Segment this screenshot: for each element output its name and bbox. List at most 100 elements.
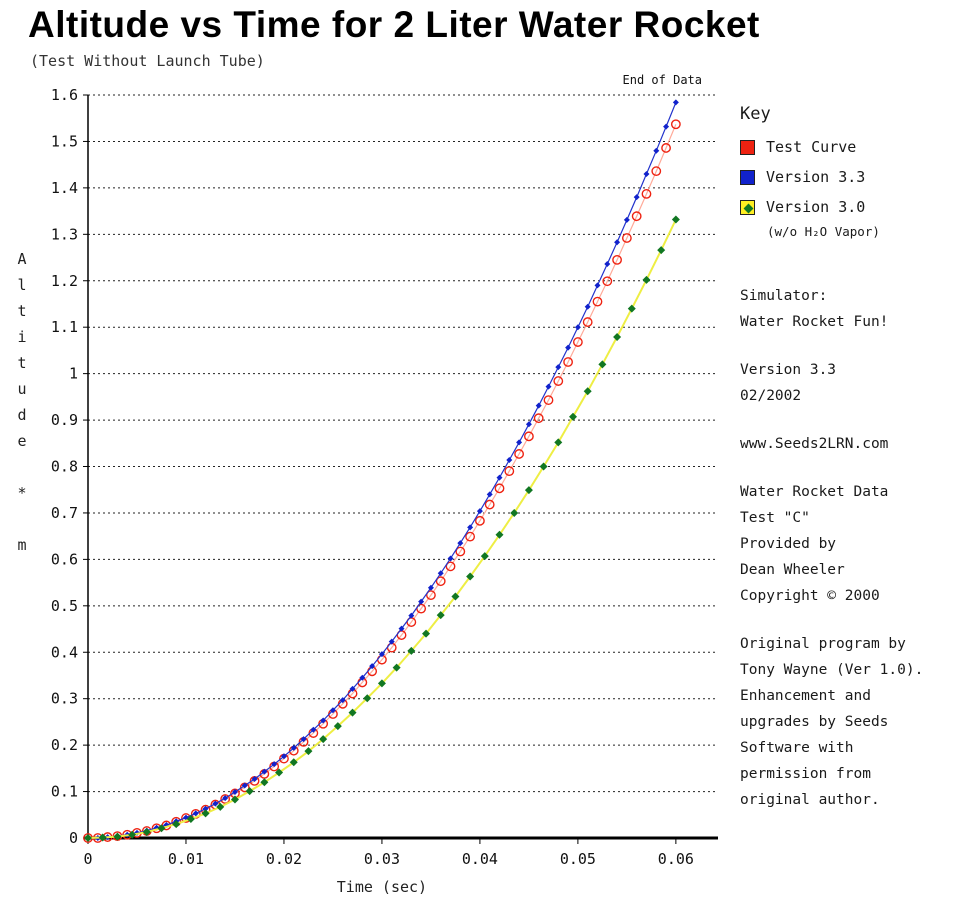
y-axis-title-char: A <box>17 250 27 268</box>
diamond-marker-icon <box>672 99 679 106</box>
diamond-marker-icon <box>113 832 122 841</box>
y-tick-label: 0.7 <box>51 504 78 522</box>
info-line: Water Rocket Fun! <box>740 314 889 330</box>
diamond-marker-icon <box>457 540 464 547</box>
diamond-marker-icon <box>319 735 328 744</box>
open-circle-marker-icon <box>533 413 544 424</box>
legend-label: Version 3.0 <box>766 198 866 216</box>
open-circle-marker-icon <box>563 357 573 367</box>
open-circle-marker-icon <box>621 233 632 243</box>
y-tick-label: 0.1 <box>51 783 78 801</box>
info-line: Software with <box>740 740 854 756</box>
page-title: Altitude vs Time for 2 Liter Water Rocke… <box>28 4 760 45</box>
diamond-marker-icon <box>84 834 92 842</box>
y-tick-label: 1.6 <box>51 86 78 104</box>
diamond-marker-icon <box>388 638 395 645</box>
info-line: Original program by <box>740 636 906 652</box>
open-circle-marker-icon <box>543 395 554 405</box>
info-line: Water Rocket Data <box>740 484 889 500</box>
altitude-vs-time-chart: 0 0.1 0.2 0.3 0.4 0.5 0.6 0.7 0.8 0.9 1 1.1 1.2 1.3 1.… <box>51 73 718 896</box>
info-line: Enhancement and <box>740 688 871 704</box>
info-line: original author. <box>740 792 880 808</box>
diamond-marker-icon <box>289 758 298 767</box>
open-circle-marker-icon <box>612 254 622 265</box>
legend-swatch-icon <box>740 199 755 215</box>
open-circle-marker-icon <box>651 166 662 177</box>
diamond-marker-icon <box>643 170 650 177</box>
y-axis-title-char: t <box>17 354 27 372</box>
diamond-marker-icon <box>377 679 386 688</box>
diamond-marker-icon <box>418 598 425 605</box>
legend-item: Version 3.0 <box>740 198 978 216</box>
diamond-marker-icon <box>241 782 248 789</box>
open-circle-marker-icon <box>661 143 671 153</box>
series-line-version-3-0-w-o-h2o-vapor <box>87 219 677 839</box>
x-tick-label: 0 <box>83 850 92 868</box>
open-circle-marker-icon <box>582 317 593 327</box>
diamond-marker-icon <box>407 646 416 655</box>
info-line: www.Seeds2LRN.com <box>740 436 889 452</box>
diamond-marker-icon <box>545 383 552 390</box>
open-circle-marker-icon <box>572 337 583 347</box>
diamond-marker-icon <box>653 147 660 154</box>
diamond-marker-icon <box>447 555 454 562</box>
open-circle-marker-icon <box>592 296 603 307</box>
diamond-marker-icon <box>280 753 287 760</box>
diamond-marker-icon <box>583 387 592 396</box>
diamond-marker-icon <box>245 787 254 796</box>
diamond-marker-icon <box>128 830 137 839</box>
open-circle-marker-icon <box>435 576 446 587</box>
diamond-marker-icon <box>466 572 475 581</box>
y-tick-label: 1.5 <box>51 132 78 150</box>
diamond-marker-icon <box>663 123 670 130</box>
diamond-marker-icon <box>251 776 258 783</box>
info-line: Provided by <box>740 536 837 552</box>
diamond-marker-icon <box>408 612 415 619</box>
chart-subtitle: (Test Without Launch Tube) <box>30 52 265 70</box>
diamond-marker-icon <box>657 246 666 255</box>
diamond-marker-icon <box>594 282 601 289</box>
x-tick-label: 0.06 <box>658 850 694 868</box>
diamond-marker-icon <box>496 474 503 481</box>
info-line: Version 3.3 <box>740 362 837 378</box>
legend: Key Test Curve Version 3.3 Version 3.0 (w/o… <box>740 104 978 239</box>
diamond-marker-icon <box>186 814 195 823</box>
diamond-marker-icon <box>525 421 532 428</box>
open-circle-marker-icon <box>484 499 495 510</box>
info-line: 02/2002 <box>740 388 802 404</box>
diamond-marker-icon <box>304 747 313 756</box>
diamond-marker-icon <box>329 707 336 714</box>
info-block: Original program by Tony Wayne (Ver 1.0).… <box>740 631 978 813</box>
diamond-marker-icon <box>565 344 572 351</box>
diamond-marker-icon <box>392 663 401 672</box>
diamond-marker-icon <box>604 261 611 268</box>
diamond-marker-icon <box>369 663 376 670</box>
y-axis-title-char: i <box>17 328 27 346</box>
diamond-marker-icon <box>614 239 621 246</box>
diamond-marker-icon <box>539 462 548 471</box>
diamond-marker-icon <box>359 674 366 681</box>
y-axis-title-char: e <box>17 432 27 450</box>
open-circle-marker-icon <box>670 119 681 130</box>
info-line: Test "C" <box>740 510 810 526</box>
legend-label: Version 3.3 <box>766 168 866 186</box>
legend-title: Key <box>740 104 771 124</box>
diamond-marker-icon <box>642 275 651 284</box>
diamond-marker-icon <box>510 508 519 517</box>
y-tick-label: 0.4 <box>51 643 78 661</box>
diamond-marker-icon <box>623 216 630 223</box>
diamond-marker-icon <box>202 805 209 812</box>
y-axis-title-char: u <box>17 380 27 398</box>
diamond-marker-icon <box>467 524 474 531</box>
info-blocks: Simulator: Water Rocket Fun! Version 3.3 02… <box>740 283 978 813</box>
diamond-marker-icon <box>216 802 225 811</box>
info-line: Dean Wheeler <box>740 562 845 578</box>
diamond-marker-icon <box>348 708 357 717</box>
series-line-test-curve <box>88 124 677 839</box>
series-markers-version-3-3 <box>85 99 679 841</box>
info-line: Tony Wayne (Ver 1.0). <box>740 662 924 678</box>
y-tick-label: 1.3 <box>51 225 78 243</box>
y-tick-label: 1.1 <box>51 318 78 336</box>
